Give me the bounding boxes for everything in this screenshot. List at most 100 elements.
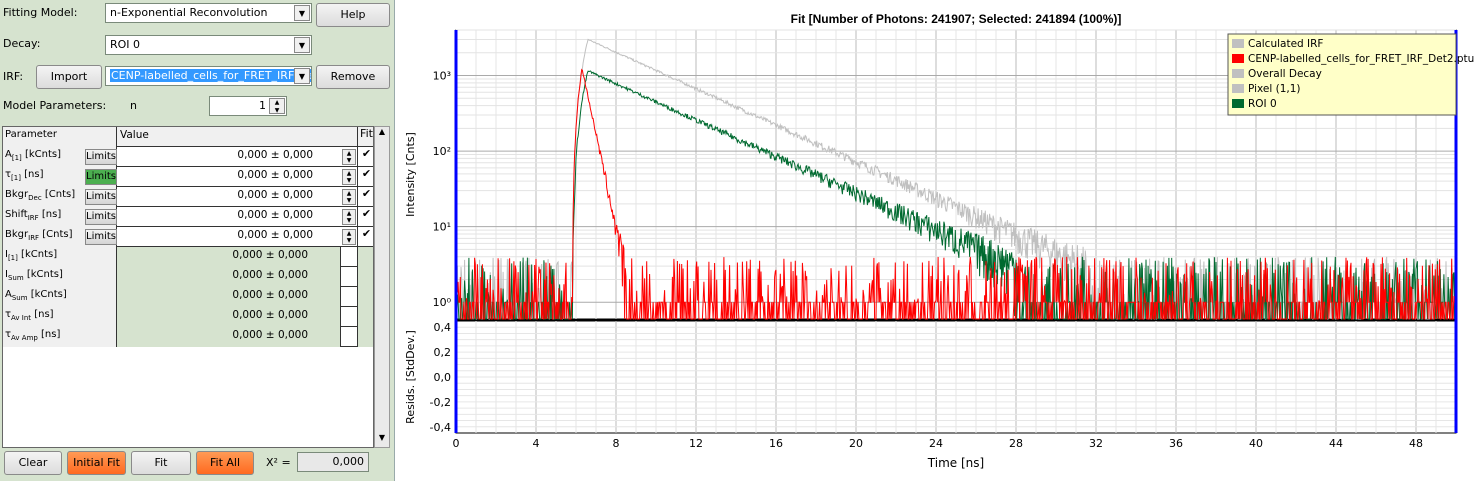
- parameter-header: Parameter: [3, 127, 117, 147]
- help-button[interactable]: Help: [316, 3, 390, 27]
- fit-parameters-panel: Fitting Model: n-Exponential Reconvoluti…: [0, 0, 395, 481]
- limits-button[interactable]: Limits: [85, 209, 117, 225]
- limits-button[interactable]: Limits: [85, 189, 117, 205]
- import-button[interactable]: Import: [36, 65, 102, 89]
- fit-checkbox[interactable]: ✔: [357, 207, 373, 227]
- parameter-value: 0,000 ± 0,000: [117, 307, 341, 327]
- x-tick-label: 0: [453, 437, 460, 450]
- y-axis-label: Intensity [Cnts]: [404, 132, 417, 217]
- table-scrollbar[interactable]: ▲ ▼: [374, 126, 390, 448]
- value-stepper-icon[interactable]: ▲ ▼: [342, 169, 356, 185]
- param-symbol: Bkgr: [5, 229, 29, 240]
- legend-entry: ROI 0: [1248, 98, 1277, 110]
- param-subscript: IRF: [27, 214, 39, 222]
- resid-tick-label: 0,2: [434, 346, 452, 359]
- x-tick-label: 28: [1009, 437, 1023, 450]
- parameter-value[interactable]: 0,000 ± 0,000: [237, 229, 313, 241]
- legend: Calculated IRF CENP-labelled_cells_for_FR…: [1227, 33, 1474, 116]
- param-symbol: I: [5, 269, 8, 280]
- fit-checkbox[interactable]: ✔: [357, 227, 373, 247]
- fit-button[interactable]: Fit: [131, 451, 191, 475]
- n-stepper[interactable]: 1 ▲ ▼: [209, 96, 287, 116]
- legend-swatch: [1232, 54, 1244, 63]
- param-unit: [ns]: [20, 169, 44, 180]
- parameter-value[interactable]: 0,000 ± 0,000: [237, 149, 313, 161]
- value-stepper-icon[interactable]: ▲ ▼: [342, 229, 356, 245]
- x-tick-label: 44: [1329, 437, 1343, 450]
- param-symbol: τ: [5, 309, 12, 320]
- resid-tick-label: -0,2: [430, 396, 451, 409]
- fitting-model-label: Fitting Model:: [3, 6, 78, 19]
- scroll-up-icon[interactable]: ▲: [378, 127, 386, 136]
- chart-title: Fit [Number of Photons: 241907; Selected…: [791, 12, 1122, 26]
- clear-button[interactable]: Clear: [4, 451, 62, 475]
- param-symbol: τ: [5, 169, 12, 180]
- chevron-down-icon[interactable]: ▼: [294, 37, 310, 53]
- resid-tick-label: 0,4: [434, 321, 452, 334]
- param-symbol: A: [5, 289, 12, 300]
- param-subscript: [1]: [11, 154, 22, 162]
- parameter-name: τ[1] [ns] Limits: [3, 167, 117, 187]
- parameter-value[interactable]: 0,000 ± 0,000: [237, 209, 313, 221]
- table-row: τ[1] [ns] Limits 0,000 ± 0,000 ▲ ▼ ✔: [3, 167, 373, 187]
- table-row: ASum [kCnts] 0,000 ± 0,000: [3, 287, 373, 307]
- x-tick-label: 36: [1169, 437, 1183, 450]
- limits-button[interactable]: Limits: [85, 169, 117, 185]
- model-parameters-label: Model Parameters:: [3, 99, 107, 112]
- series-line-2: [455, 38, 1456, 320]
- fit-checkbox[interactable]: ✔: [357, 147, 373, 167]
- param-unit: [kCnts]: [21, 149, 61, 160]
- fit-checkbox: [357, 327, 373, 347]
- x-tick-label: 8: [613, 437, 620, 450]
- parameter-name: τAv Int [ns]: [3, 307, 117, 327]
- irf-label: IRF:: [3, 70, 24, 83]
- legend-entry: Overall Decay: [1248, 68, 1322, 80]
- value-stepper-icon[interactable]: ▲ ▼: [342, 189, 356, 205]
- parameter-value: 0,000 ± 0,000: [117, 287, 341, 307]
- legend-entry: CENP-labelled_cells_for_FRET_IRF_Det2.pt…: [1248, 53, 1474, 65]
- parameter-name: BkgrIRF [Cnts] Limits: [3, 227, 117, 247]
- param-unit: [kCnts]: [23, 269, 63, 280]
- chevron-down-icon[interactable]: ▼: [294, 68, 310, 84]
- decay-fit-chart: Fit [Number of Photons: 241907; Selected…: [404, 12, 1474, 470]
- table-header-row: Parameter Value Fit: [3, 127, 373, 147]
- param-unit: [ns]: [31, 309, 54, 320]
- x-tick-label: 4: [533, 437, 540, 450]
- limits-button[interactable]: Limits: [85, 149, 117, 165]
- legend-swatch: [1232, 39, 1244, 48]
- value-stepper-icon[interactable]: ▲ ▼: [342, 209, 356, 225]
- param-unit: [kCnts]: [27, 289, 67, 300]
- x-tick-label: 48: [1409, 437, 1423, 450]
- resid-axis-label: Resids. [StdDev.]: [404, 330, 417, 424]
- parameter-value[interactable]: 0,000 ± 0,000: [237, 189, 313, 201]
- param-symbol: Bkgr: [5, 189, 29, 200]
- scroll-down-icon[interactable]: ▼: [378, 433, 386, 442]
- remove-button[interactable]: Remove: [316, 65, 390, 89]
- fit-checkbox: [357, 287, 373, 307]
- fit-all-button[interactable]: Fit All: [196, 451, 254, 475]
- x-tick-label: 16: [769, 437, 783, 450]
- limits-button[interactable]: Limits: [85, 229, 117, 245]
- decay-select[interactable]: ROI 0 ▼: [105, 35, 312, 55]
- x-tick-label: 24: [929, 437, 943, 450]
- table-row: BkgrDec [Cnts] Limits 0,000 ± 0,000 ▲ ▼ ✔: [3, 187, 373, 207]
- stepper-arrows-icon[interactable]: ▲ ▼: [269, 98, 285, 114]
- chevron-down-icon[interactable]: ▼: [294, 5, 310, 21]
- fitting-model-select[interactable]: n-Exponential Reconvolution ▼: [105, 3, 312, 23]
- fit-checkbox[interactable]: ✔: [357, 167, 373, 187]
- table-row: τAv Int [ns] 0,000 ± 0,000: [3, 307, 373, 327]
- parameters-table: Parameter Value Fit A[1] [kCnts] Limits 0,…: [2, 126, 374, 448]
- legend-swatch: [1232, 99, 1244, 108]
- y-tick-label: 10⁰: [433, 296, 452, 309]
- parameter-value: 0,000 ± 0,000: [117, 247, 341, 267]
- fit-checkbox[interactable]: ✔: [357, 187, 373, 207]
- initial-fit-button[interactable]: Initial Fit: [67, 451, 126, 475]
- parameter-value[interactable]: 0,000 ± 0,000: [237, 169, 313, 181]
- param-symbol: τ: [5, 329, 12, 340]
- param-unit: [ns]: [37, 329, 61, 340]
- table-row: I[1] [kCnts] 0,000 ± 0,000: [3, 247, 373, 267]
- value-stepper-icon[interactable]: ▲ ▼: [342, 149, 356, 165]
- param-subscript: [1]: [7, 254, 18, 262]
- irf-select[interactable]: CENP-labelled_cells_for_FRET_IRF_Det2.pt…: [105, 66, 312, 86]
- resid-tick-label: 0,0: [434, 371, 452, 384]
